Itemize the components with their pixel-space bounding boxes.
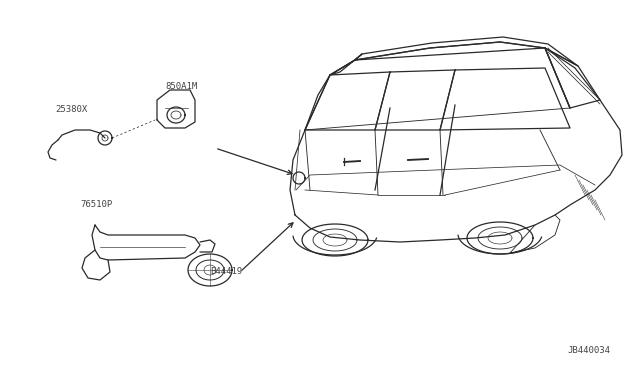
Text: 850A1M: 850A1M [165, 82, 197, 91]
Text: 76510P: 76510P [80, 200, 112, 209]
Text: JB440034: JB440034 [567, 346, 610, 355]
Text: B44419: B44419 [210, 267, 243, 276]
Text: 25380X: 25380X [55, 105, 87, 114]
